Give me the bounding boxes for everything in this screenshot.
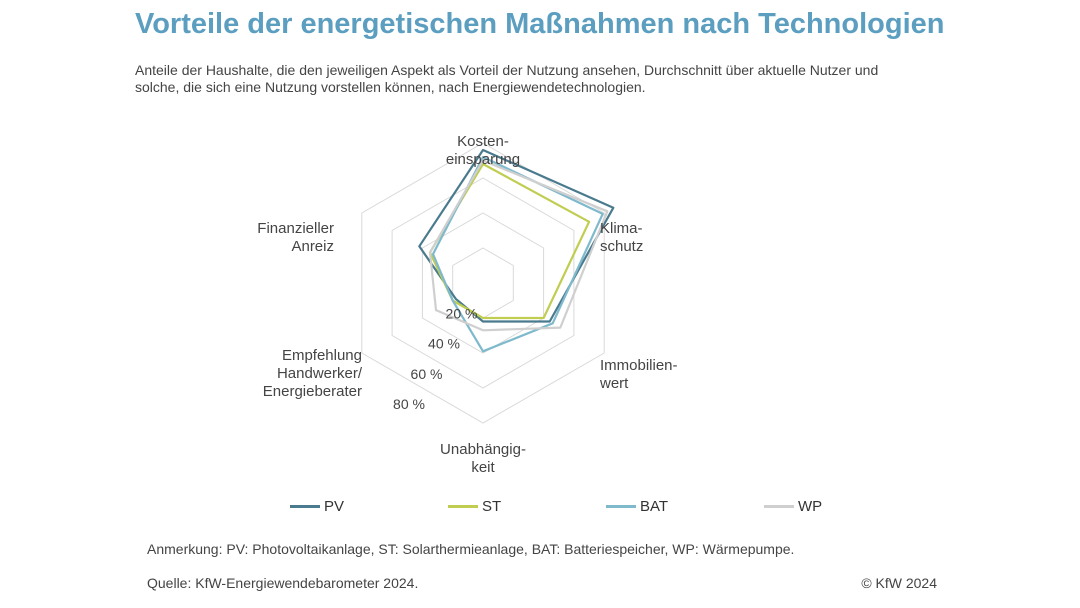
tick-label-20: 20 % <box>446 305 478 321</box>
legend-item-pv[interactable]: PV <box>290 498 448 515</box>
legend-item-wp[interactable]: WP <box>764 498 922 515</box>
axis-label-5: Finanzieller Anreiz <box>257 220 334 255</box>
grid-ring-80 <box>361 142 605 424</box>
axis-label-2: Immobilien-wert <box>599 357 678 392</box>
source-note: Quelle: KfW-Energiewendebarometer 2024. <box>147 575 419 591</box>
series-pv <box>418 148 615 323</box>
series-bat <box>431 155 604 353</box>
legend-item-st[interactable]: ST <box>448 498 606 515</box>
tick-label-60: 60 % <box>411 366 443 382</box>
axis-label-0: Kosten-einsparung <box>446 133 520 168</box>
chart-title: Vorteile der energetischen Maßnahmen nac… <box>135 8 945 40</box>
legend-swatch-wp <box>764 505 794 508</box>
tick-label-40: 40 % <box>428 336 460 352</box>
footnote: Anmerkung: PV: Photovoltaikanlage, ST: S… <box>147 541 795 557</box>
radar-chart: 20 % 40 % 60 % 80 % Kosten-einsparung Klima-… <box>257 133 677 476</box>
legend-label-bat: BAT <box>640 498 669 515</box>
axis-label-4: Empfehlung Handwerker/Energieberater <box>263 347 363 400</box>
radar-ticks: 20 % 40 % 60 % 80 % <box>393 305 477 412</box>
radar-grid <box>361 142 605 424</box>
chart-legend: PV ST BAT WP <box>290 498 922 515</box>
legend-swatch-st <box>448 505 478 508</box>
legend-swatch-bat <box>606 505 636 508</box>
grid-ring-40 <box>421 212 545 354</box>
axis-label-1: Klima-schutz <box>600 220 643 255</box>
copyright: © KfW 2024 <box>861 575 937 591</box>
legend-item-bat[interactable]: BAT <box>606 498 764 515</box>
radar-axis-labels: Kosten-einsparung Klima-schutz Immobilien-… <box>257 133 677 476</box>
legend-label-st: ST <box>482 498 502 515</box>
radar-series <box>418 148 615 353</box>
tick-label-80: 80 % <box>393 396 425 412</box>
series-wp <box>428 159 609 332</box>
grid-ring-60 <box>391 177 575 389</box>
axis-label-3: Unabhängig-keit <box>440 441 526 476</box>
legend-swatch-pv <box>290 505 320 508</box>
legend-label-wp: WP <box>798 498 823 515</box>
legend-label-pv: PV <box>324 498 345 515</box>
chart-subtitle: Anteile der Haushalte, die den jeweilige… <box>135 62 879 95</box>
